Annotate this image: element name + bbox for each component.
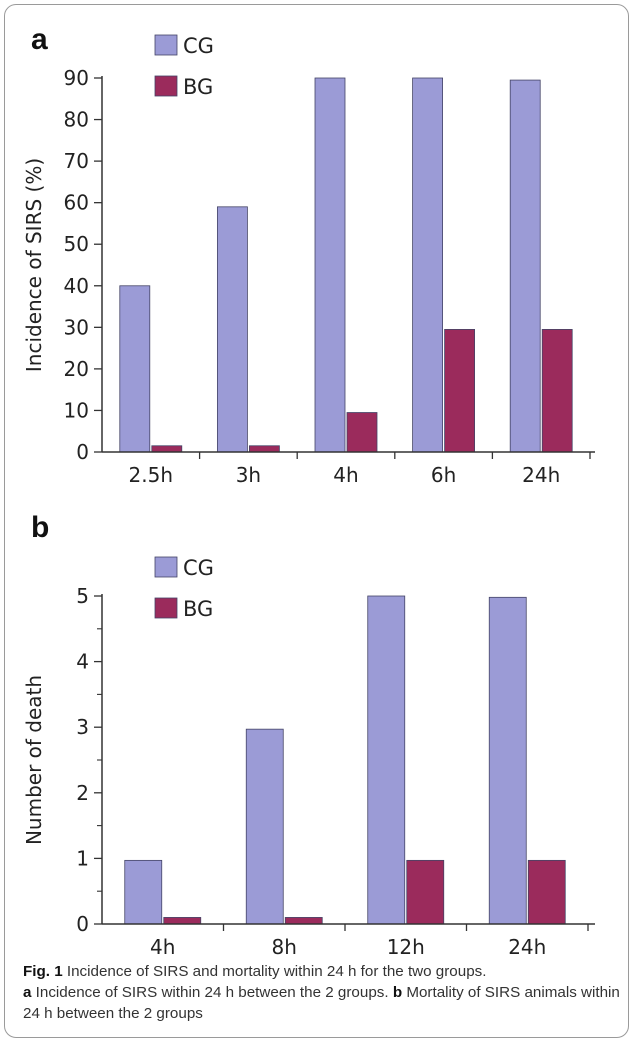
bar-cg-4h: [314, 77, 346, 453]
x-tick-label-6h: 6h: [431, 463, 456, 487]
y-tick-label: 0: [76, 440, 89, 464]
bar-bg-2.5h: [151, 445, 183, 453]
x-tick-label-24h: 24h: [522, 463, 560, 487]
bar-cg-12h: [367, 595, 406, 925]
bar-cg-6h: [412, 77, 444, 453]
x-tick-label-24h: 24h: [508, 935, 546, 955]
y-tick-label: 80: [64, 108, 89, 132]
y-tick-label: 0: [76, 912, 89, 936]
x-tick-label-3h: 3h: [236, 463, 261, 487]
bar-bg-3h: [248, 445, 280, 453]
y-tick-label: 50: [64, 232, 89, 256]
caption-a-text: Incidence of SIRS within 24 h between th…: [31, 984, 393, 1001]
bar-cg-3h: [216, 206, 248, 453]
y-tick-label: 4: [76, 650, 89, 674]
caption-fig-text: Incidence of SIRS and mortality within 2…: [62, 963, 487, 980]
x-tick-label-8h: 8h: [272, 935, 297, 955]
y-tick-label: 1: [76, 846, 89, 870]
bar-bg-4h: [346, 412, 378, 453]
bar-bg-12h: [406, 859, 445, 925]
figure-caption: Fig. 1 Incidence of SIRS and mortality w…: [23, 961, 623, 1024]
y-tick-label: 90: [64, 66, 89, 90]
bar-cg-8h: [245, 728, 284, 925]
legend-swatch-bg: [154, 597, 178, 619]
bar-cg-24h: [509, 79, 541, 453]
x-tick-label-4h: 4h: [150, 935, 175, 955]
legend-swatch-bg: [154, 75, 178, 97]
y-tick-label: 60: [64, 191, 89, 215]
y-axis-label: Number of death: [22, 675, 46, 845]
y-tick-label: 3: [76, 715, 89, 739]
y-tick-label: 40: [64, 274, 89, 298]
caption-b-label: b: [392, 984, 403, 1001]
x-tick-label-12h: 12h: [387, 935, 425, 955]
legend-label-bg: BG: [183, 597, 213, 621]
chart-a: 0 10 20 30 40 50 60 70 80 90 2.5h 3h 4h 6h 24h Incidenc…: [22, 34, 595, 487]
y-tick-label: 5: [76, 584, 89, 608]
chart-b: 0 1 2 3 4 5 4h 8h 12h 24h Number of death CG BG: [22, 556, 595, 955]
y-tick-label: 2: [76, 781, 89, 805]
y-tick-label: 10: [64, 398, 89, 422]
caption-a-label: a: [23, 984, 32, 1001]
bar-bg-24h: [541, 329, 573, 453]
bar-cg-2.5h: [119, 285, 151, 453]
legend-label-bg: BG: [183, 75, 213, 99]
y-axis-label: Incidence of SIRS (%): [22, 158, 46, 372]
panel-letter-b: b: [31, 511, 50, 544]
bar-cg-24h: [488, 596, 527, 925]
panel-letter-a: a: [31, 23, 48, 56]
caption-fig-label: Fig. 1: [23, 963, 63, 980]
legend-swatch-cg: [154, 556, 178, 578]
x-tick-label-2.5h: 2.5h: [129, 463, 173, 487]
y-tick-label: 70: [64, 149, 89, 173]
y-tick-label: 20: [64, 357, 89, 381]
bar-bg-24h: [527, 859, 566, 925]
bar-cg-4h: [124, 859, 163, 925]
bar-bg-6h: [444, 329, 476, 453]
legend-label-cg: CG: [183, 34, 214, 58]
y-tick-label: 30: [64, 315, 89, 339]
legend-label-cg: CG: [183, 556, 214, 580]
figure-frame: a 0 10 20 30 40 50 60 70 80 90 2.5h 3h 4h 6h 24h Incide…: [4, 4, 629, 1038]
caption-b-text: Mortality of SIRS animals within 24 h be…: [23, 984, 620, 1022]
x-tick-label-4h: 4h: [333, 463, 358, 487]
bar-bg-8h: [284, 917, 323, 925]
legend-swatch-cg: [154, 34, 178, 56]
bar-bg-4h: [163, 917, 202, 925]
